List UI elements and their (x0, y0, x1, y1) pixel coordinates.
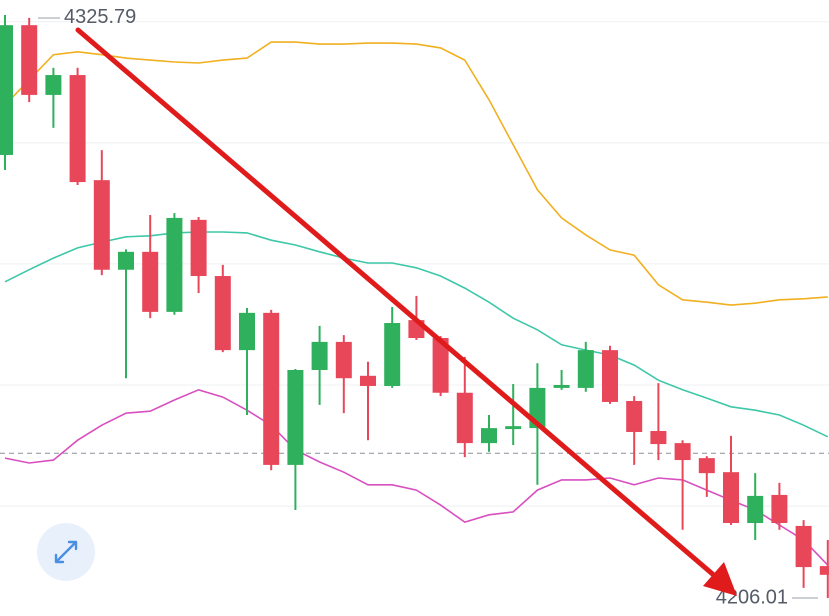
candles (0, 15, 829, 599)
candle-body (795, 525, 812, 568)
candle-body (771, 494, 788, 524)
candle-body (481, 428, 497, 444)
grid (0, 21, 829, 507)
band-line (4, 231, 829, 438)
candle-body (0, 25, 13, 155)
bands (4, 41, 829, 566)
expand-button[interactable] (37, 523, 95, 581)
candle-body (674, 443, 691, 461)
candle-body (602, 350, 618, 402)
candle-body (384, 323, 401, 386)
candle-body (45, 75, 62, 95)
candle-body (69, 75, 86, 183)
candle-body (335, 341, 352, 379)
arrow-shaft (75, 27, 719, 580)
arrow-head (703, 562, 737, 596)
candle-body (432, 338, 449, 393)
candle-body (360, 375, 376, 386)
candle-body (263, 312, 280, 465)
candle-body (577, 350, 594, 388)
candle-body (21, 25, 38, 95)
candle-body (698, 458, 715, 474)
candle-body (142, 251, 159, 312)
candle-body (553, 385, 570, 388)
candle-body (214, 276, 231, 351)
candle-body (118, 251, 134, 270)
candle-body (723, 472, 739, 524)
candle-body (456, 392, 473, 444)
candle-body (819, 566, 829, 575)
candle-body (747, 495, 764, 524)
band-line (4, 388, 829, 566)
expand-icon[interactable] (54, 540, 78, 564)
max-price-label: 4325.79 (64, 6, 136, 28)
trend-arrow (75, 27, 737, 596)
candle-body (190, 219, 207, 277)
candle-body (287, 369, 304, 465)
candle-body (239, 312, 255, 351)
candle-body (311, 341, 328, 370)
candle-body (626, 400, 643, 432)
candle-body (650, 431, 667, 445)
candle-body (166, 217, 183, 312)
candle-body (505, 426, 522, 430)
band-line (4, 41, 828, 306)
candle-body (93, 180, 110, 270)
